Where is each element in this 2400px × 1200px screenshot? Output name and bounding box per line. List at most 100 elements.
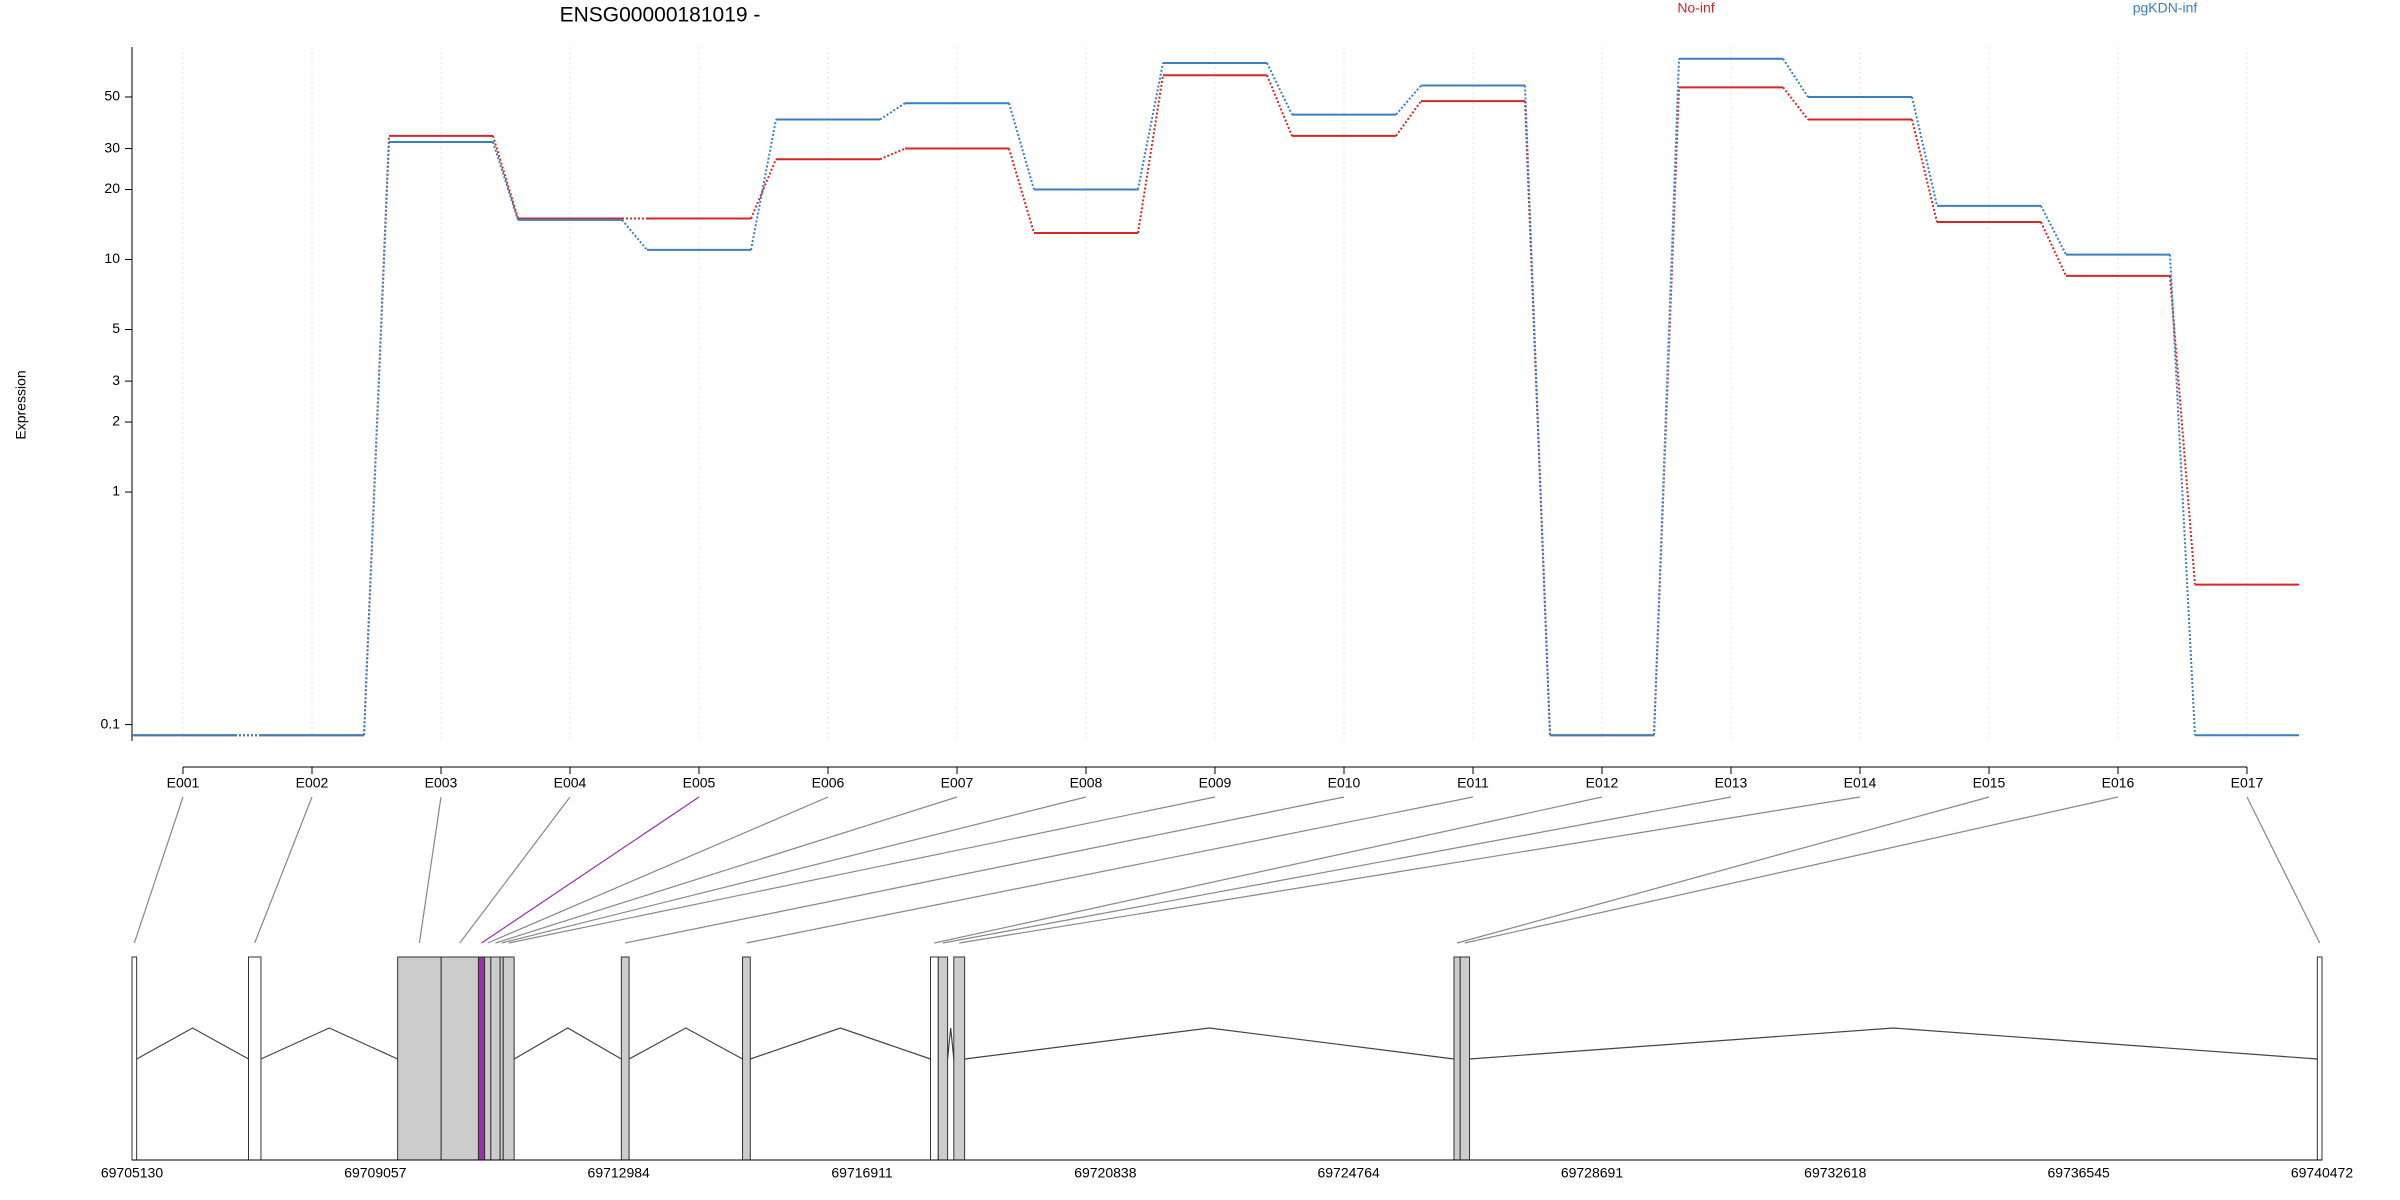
exon-link [746, 796, 1474, 944]
intron [964, 1027, 1455, 1060]
connector [1137, 62, 1164, 190]
connector [492, 135, 519, 219]
exon [620, 956, 630, 1161]
x-tick-label: E014 [1844, 775, 1877, 791]
connector [2040, 221, 2067, 277]
genome-tick-label: 69724764 [1317, 1165, 1380, 1181]
intron [628, 1027, 743, 1060]
exon [440, 956, 479, 1161]
genome-tick-label: 69728691 [1561, 1165, 1624, 1181]
y-tick-label: 3 [112, 372, 120, 388]
exon [477, 956, 486, 1161]
x-tick-label: E017 [2231, 775, 2264, 791]
exon [929, 956, 939, 1161]
connector [1008, 148, 1035, 234]
exon [937, 956, 949, 1161]
exon-link [625, 796, 1345, 944]
exon-link [508, 796, 1216, 944]
y-tick-label: 1 [112, 483, 120, 499]
connector [2040, 205, 2067, 256]
exon [742, 956, 751, 1161]
connector [1266, 74, 1293, 137]
connector [1524, 85, 1551, 736]
exon [2316, 956, 2323, 1161]
connector [750, 119, 777, 251]
y-tick-label: 5 [112, 320, 120, 336]
connector [2169, 275, 2196, 585]
genome-tick-label: 69709057 [344, 1165, 407, 1181]
exon-link [418, 796, 442, 944]
exon-link [495, 796, 958, 944]
exon [1453, 956, 1461, 1161]
connector [1782, 86, 1809, 121]
x-tick-label: E006 [812, 775, 845, 791]
connector [1653, 58, 1680, 736]
x-tick-label: E015 [1973, 775, 2006, 791]
connector [1008, 102, 1035, 190]
exon [247, 956, 262, 1161]
exon [502, 956, 515, 1161]
y-tick-label: 0.1 [101, 715, 121, 731]
x-tick-label: E009 [1199, 775, 1232, 791]
exon-link [942, 796, 1732, 944]
intron [513, 1027, 622, 1060]
chart-title: ENSG00000181019 - [560, 4, 761, 27]
genome-tick-label: 69736545 [2048, 1165, 2111, 1181]
exon [953, 956, 966, 1161]
exon [131, 956, 138, 1161]
y-tick-label: 30 [104, 139, 120, 155]
connector [879, 102, 906, 121]
genome-tick-label: 69732618 [1804, 1165, 1867, 1181]
exon-link [1456, 796, 1990, 944]
exon-link [934, 796, 1603, 944]
connector [492, 141, 519, 221]
connector [1395, 84, 1422, 116]
x-tick-label: E008 [1070, 775, 1103, 791]
exon [484, 956, 492, 1161]
genome-tick-label: 69720838 [1074, 1165, 1137, 1181]
exon-link [254, 796, 313, 944]
intron [946, 1027, 955, 1060]
x-tick-label: E010 [1328, 775, 1361, 791]
x-tick-label: E013 [1715, 775, 1748, 791]
x-tick-label: E011 [1457, 775, 1489, 791]
genome-tick-label: 69716911 [831, 1165, 892, 1181]
connector [1911, 119, 1938, 223]
exon-link [487, 796, 829, 944]
connector [750, 158, 777, 219]
y-tick-label: 20 [104, 180, 120, 196]
exon-link [959, 796, 1861, 944]
legend-label: pgKDN-inf [2133, 0, 2198, 16]
exon-link [1464, 796, 2119, 944]
y-tick-label: 50 [104, 88, 120, 104]
exon-link [501, 796, 1087, 944]
connector [1266, 62, 1293, 116]
x-tick-label: E003 [425, 775, 458, 791]
x-tick-label: E005 [683, 775, 716, 791]
exon [397, 956, 442, 1161]
y-tick-label: 10 [104, 250, 120, 266]
legend-label: No-inf [1677, 0, 1714, 16]
x-tick-label: E016 [2102, 775, 2135, 791]
connector [363, 141, 390, 736]
genome-tick-label: 69712984 [588, 1165, 651, 1181]
intron [750, 1027, 931, 1060]
x-tick-label: E002 [296, 775, 329, 791]
connector [1395, 100, 1422, 137]
exon-link [481, 796, 700, 944]
x-tick-label: E004 [554, 775, 587, 791]
exon [490, 956, 501, 1161]
exon-link [133, 796, 184, 944]
y-tick-label: 2 [112, 413, 120, 429]
genome-tick-label: 69740472 [2291, 1165, 2354, 1181]
connector [1137, 75, 1164, 234]
exon [1459, 956, 1471, 1161]
intron [136, 1027, 249, 1060]
x-tick-label: E001 [167, 775, 200, 791]
intron [1469, 1027, 2318, 1060]
x-tick-label: E007 [941, 775, 974, 791]
connector [2169, 254, 2196, 736]
connector [879, 147, 906, 161]
connector [1911, 96, 1938, 207]
y-axis-label: Expression [13, 370, 29, 439]
